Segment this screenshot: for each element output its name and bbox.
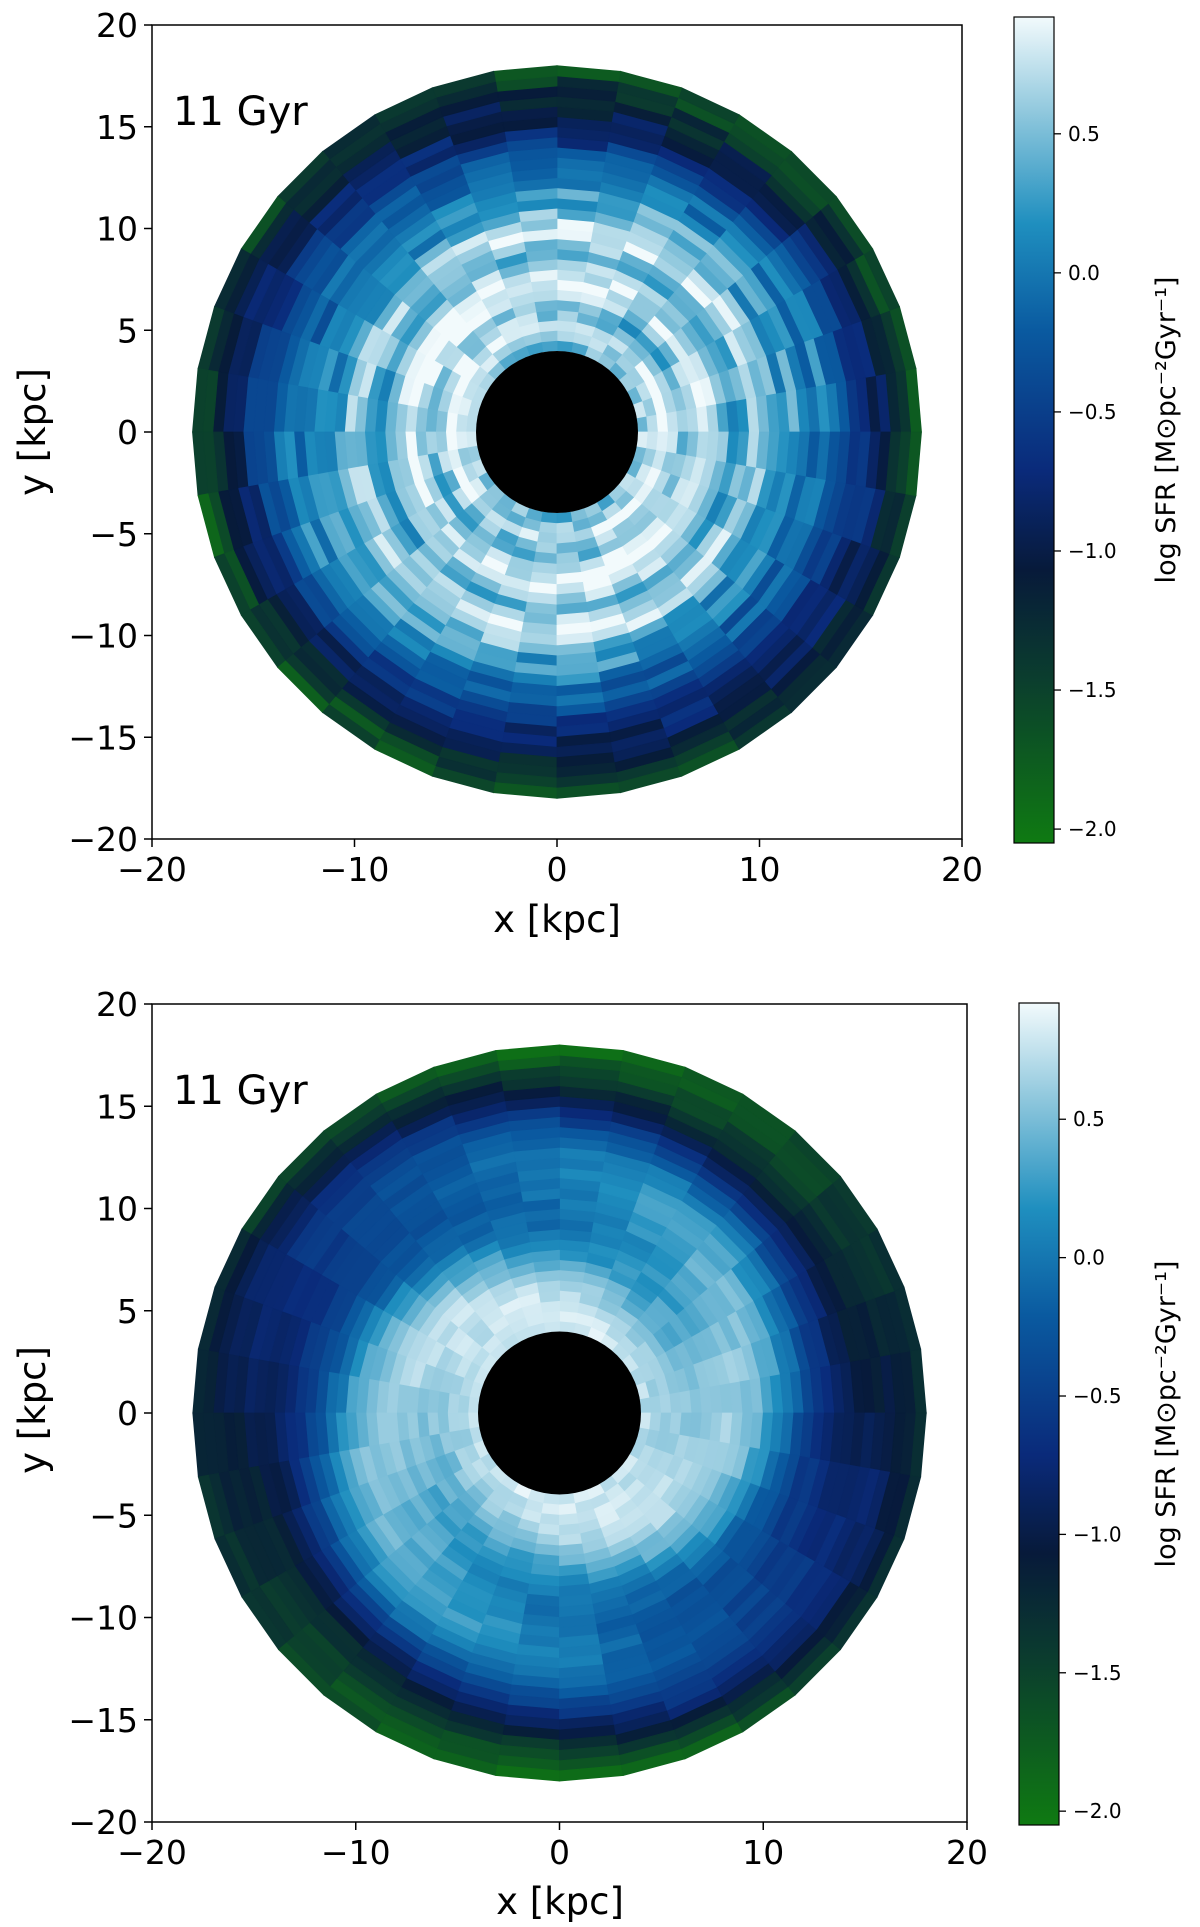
bottom-colorbar-tick-label: −1.0 <box>1073 1522 1122 1546</box>
bottom-colorbar-tick-label: −2.0 <box>1073 1799 1122 1823</box>
top-time-annotation: 11 Gyr <box>173 89 308 135</box>
bottom-x-axis-label: x [kpc] <box>496 1880 624 1923</box>
top-y-tick-label: 0 <box>117 413 138 452</box>
bottom-x-tick-label: −10 <box>321 1833 391 1872</box>
top-x-tick-label: −10 <box>320 850 390 889</box>
bottom-colorbar <box>1018 1002 1060 1826</box>
bottom-colorbar-tick-label: 0.0 <box>1073 1246 1105 1270</box>
bottom-heatmap-cell <box>467 1396 480 1414</box>
top-colorbar-ticks: 0.5 0.0 −0.5 −1.0 −1.5 −2.0 <box>1054 122 1117 841</box>
bottom-y-axis-label: y [kpc] <box>11 1346 54 1474</box>
bottom-x-tick-label: −20 <box>117 1833 187 1872</box>
bottom-heatmap-cell <box>559 1320 576 1333</box>
bottom-panel: −20 −10 0 10 20 −20 −15 −10 −5 0 5 10 15 20 11 Gyr x… <box>11 985 1182 1923</box>
bottom-y-tick-label: −10 <box>68 1599 138 1638</box>
top-heatmap-cell <box>636 431 649 449</box>
bottom-colorbar-tick-label: −1.5 <box>1073 1661 1122 1685</box>
top-x-tick-label: 20 <box>941 850 983 889</box>
bottom-heatmap-cell <box>910 1412 927 1478</box>
top-colorbar <box>1013 16 1055 844</box>
bottom-y-tick-label: 0 <box>117 1394 138 1433</box>
top-colorbar-tick-label: 0.5 <box>1068 122 1100 146</box>
bottom-colorbar-tick-label: −0.5 <box>1073 1384 1122 1408</box>
bottom-y-tick-label: 10 <box>96 1190 138 1229</box>
top-y-tick-label: 15 <box>96 108 138 147</box>
bottom-y-tick-label: 20 <box>96 985 138 1024</box>
top-colorbar-label: log SFR [M⊙pc⁻²Gyr⁻¹] <box>1151 277 1182 584</box>
top-heatmap-cell <box>905 431 922 497</box>
bottom-y-tick-label: −5 <box>89 1496 138 1535</box>
top-x-tick-label: 10 <box>739 850 781 889</box>
top-colorbar-tick-label: −2.0 <box>1068 817 1117 841</box>
bottom-y-tick-label: −20 <box>68 1803 138 1842</box>
top-x-axis-label: x [kpc] <box>493 898 621 941</box>
bottom-y-tick-label: −15 <box>68 1701 138 1740</box>
top-colorbar-tick-label: −0.5 <box>1068 400 1117 424</box>
top-y-axis-label: y [kpc] <box>11 368 54 496</box>
top-y-tick-label: 5 <box>117 311 138 350</box>
bottom-heatmap-cell <box>543 1493 560 1506</box>
top-panel: −20 −10 0 10 20 −20 −15 −10 −5 0 5 10 15 20 11 Gyr x… <box>11 6 1182 941</box>
bottom-colorbar-ticks: 0.5 0.0 −0.5 −1.0 −1.5 −2.0 <box>1059 1107 1122 1823</box>
top-x-ticks: −20 −10 0 10 20 <box>117 839 983 889</box>
top-heatmap-cell <box>455 413 468 433</box>
bottom-heatmap-cell <box>639 1396 652 1414</box>
top-heatmap-cell <box>465 431 478 449</box>
bottom-y-ticks: −20 −15 −10 −5 0 5 10 15 20 <box>68 985 152 1842</box>
bottom-center-mask <box>478 1331 641 1495</box>
top-heatmap-cell <box>465 415 478 433</box>
top-y-tick-label: 10 <box>96 210 138 249</box>
top-y-tick-label: −10 <box>68 617 138 656</box>
bottom-colorbar-label: log SFR [M⊙pc⁻²Gyr⁻¹] <box>1151 1261 1182 1568</box>
top-y-tick-label: −15 <box>68 718 138 757</box>
top-heatmap-cell <box>540 511 558 525</box>
bottom-colorbar-tick-label: 0.5 <box>1073 1107 1105 1131</box>
top-x-tick-label: −20 <box>117 850 187 889</box>
bottom-time-annotation: 11 Gyr <box>173 1068 308 1114</box>
top-center-mask <box>476 351 638 513</box>
top-heatmap-cells <box>192 65 922 799</box>
bottom-heatmap-cell <box>559 1310 578 1323</box>
top-heatmap-cell <box>455 431 468 451</box>
top-y-ticks: −20 −15 −10 −5 0 5 10 15 20 <box>68 6 152 859</box>
bottom-x-tick-label: 20 <box>946 1833 988 1872</box>
bottom-heatmap-cells <box>192 1044 927 1782</box>
top-colorbar-tick-label: −1.0 <box>1068 539 1117 563</box>
top-colorbar-tick-label: −1.5 <box>1068 678 1117 702</box>
top-heatmap-cell <box>538 329 558 343</box>
top-heatmap-cell <box>556 511 574 525</box>
top-heatmap-cell <box>540 339 558 353</box>
top-colorbar-tick-label: 0.0 <box>1068 261 1100 285</box>
bottom-y-tick-label: 15 <box>96 1087 138 1126</box>
bottom-x-tick-label: 0 <box>549 1833 570 1872</box>
bottom-heatmap-cell <box>559 1493 576 1506</box>
top-heatmap-cell <box>556 339 574 353</box>
top-heatmap-cell <box>636 415 649 433</box>
bottom-heatmap-cell <box>467 1412 480 1430</box>
top-heatmap-cell <box>556 329 576 343</box>
bottom-heatmap-cell <box>541 1310 560 1323</box>
top-y-tick-label: 20 <box>96 6 138 45</box>
bottom-heatmap-cell <box>543 1320 560 1333</box>
top-y-tick-label: −20 <box>68 820 138 859</box>
bottom-x-tick-label: 10 <box>742 1833 784 1872</box>
bottom-heatmap-cell <box>639 1412 652 1430</box>
top-x-tick-label: 0 <box>547 850 568 889</box>
bottom-x-ticks: −20 −10 0 10 20 <box>117 1822 988 1872</box>
top-y-tick-label: −5 <box>89 515 138 554</box>
bottom-y-tick-label: 5 <box>117 1292 138 1331</box>
